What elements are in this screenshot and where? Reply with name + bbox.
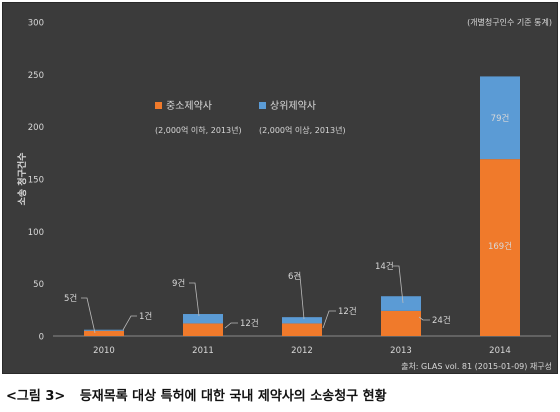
caption-number: <그림 3> (6, 389, 66, 404)
data-label-2010-top: 1건 (139, 311, 152, 322)
data-label-2011-sme: 12건 (240, 318, 259, 329)
bar-sme-2013 (381, 310, 421, 336)
data-label-2013-top: 14건 (375, 261, 394, 272)
x-tick-label: 2012 (291, 346, 313, 356)
chart-frame: 0 50 100 150 200 250 300 소송 청구건수 2010 2011 2012 201… (2, 2, 558, 374)
legend-swatch-sme (155, 102, 162, 109)
bar-top-2010 (84, 329, 124, 331)
leader-2010-sme (81, 297, 96, 334)
bar-sme-2011 (183, 323, 223, 336)
stacked-bar-chart: 0 50 100 150 200 250 300 소송 청구건수 2010 2011 2012 201… (16, 17, 552, 371)
bar-top-2014 (480, 76, 520, 160)
bar-sme-2012 (282, 323, 322, 336)
leader-2010-top (122, 315, 137, 331)
x-tick-label: 2013 (390, 346, 412, 356)
data-label-2013-sme: 24건 (432, 315, 451, 326)
bar-top-2012 (282, 317, 322, 324)
data-label-2012-sme: 12건 (338, 306, 357, 317)
data-label-2011-top: 9건 (172, 278, 185, 289)
y-tick-label: 50 (33, 280, 44, 290)
source-note: 출처: GLAS vol. 81 (2015-01-09) 재구성 (401, 361, 552, 371)
legend-label-sme: 중소제약사 (166, 100, 212, 112)
leader-2013-top (393, 265, 404, 304)
caption-title: 등재목록 대상 특허에 대한 국내 제약사의 소송청구 현황 (79, 389, 387, 404)
legend-note-sme: (2,000억 이하, 2013년) (155, 125, 242, 135)
y-tick-label: 300 (28, 19, 44, 29)
bar-sme-2010 (84, 330, 124, 336)
legend-label-top: 상위제약사 (270, 99, 316, 112)
data-label-2012-top: 6건 (288, 271, 301, 282)
y-tick-label: 150 (28, 176, 44, 186)
x-tick-label: 2014 (489, 346, 511, 356)
y-axis-label: 소송 청구건수 (16, 153, 28, 206)
bar-top-2013 (381, 296, 421, 311)
data-label-2014-top: 79건 (491, 113, 510, 124)
unit-note: (개별청구인수 기준 통계) (467, 17, 552, 27)
y-tick-label: 200 (28, 123, 44, 133)
leader-2012-top (294, 275, 305, 320)
y-tick-label: 0 (39, 333, 44, 343)
legend-note-top: (2,000억 이상, 2013년) (259, 125, 346, 135)
data-label-2014-sme: 169건 (488, 241, 512, 252)
legend-swatch-top (259, 102, 266, 109)
leader-2012-sme (322, 310, 336, 329)
leader-2013-sme (418, 316, 430, 321)
x-tick-label: 2010 (93, 346, 115, 356)
data-label-2010-sme: 5건 (64, 293, 77, 304)
y-tick-label: 250 (28, 71, 44, 81)
figure-caption: <그림 3> 등재목록 대상 특허에 대한 국내 제약사의 소송청구 현황 (6, 385, 387, 404)
y-tick-label: 100 (28, 228, 44, 238)
leader-2011-sme (224, 322, 238, 329)
bar-top-2011 (183, 314, 223, 324)
x-tick-label: 2011 (192, 346, 214, 356)
leader-2011-top (189, 282, 200, 317)
bar-sme-2014 (480, 159, 520, 336)
